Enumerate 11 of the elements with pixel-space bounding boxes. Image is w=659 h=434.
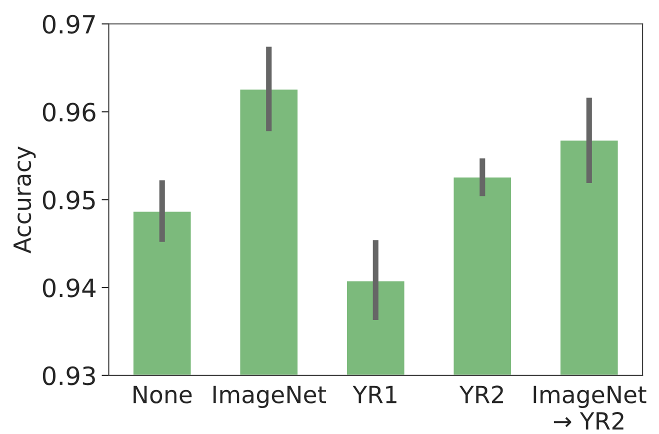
x-tick-label: YR2 <box>459 386 503 404</box>
y-tick-label: 0.96 <box>42 102 96 122</box>
y-axis-title: Accuracy <box>14 146 36 254</box>
x-tick-label: ImageNet → YR2 <box>534 386 646 430</box>
x-tick-label: ImageNet <box>213 386 326 408</box>
x-tick-label: YR1 <box>352 386 396 404</box>
y-tick-label: 0.94 <box>42 278 96 298</box>
y-tick-label: 0.95 <box>42 190 95 210</box>
y-tick-label: 0.93 <box>42 366 95 386</box>
x-tick-label: None <box>134 386 192 404</box>
y-tick-label: 0.97 <box>42 14 95 34</box>
